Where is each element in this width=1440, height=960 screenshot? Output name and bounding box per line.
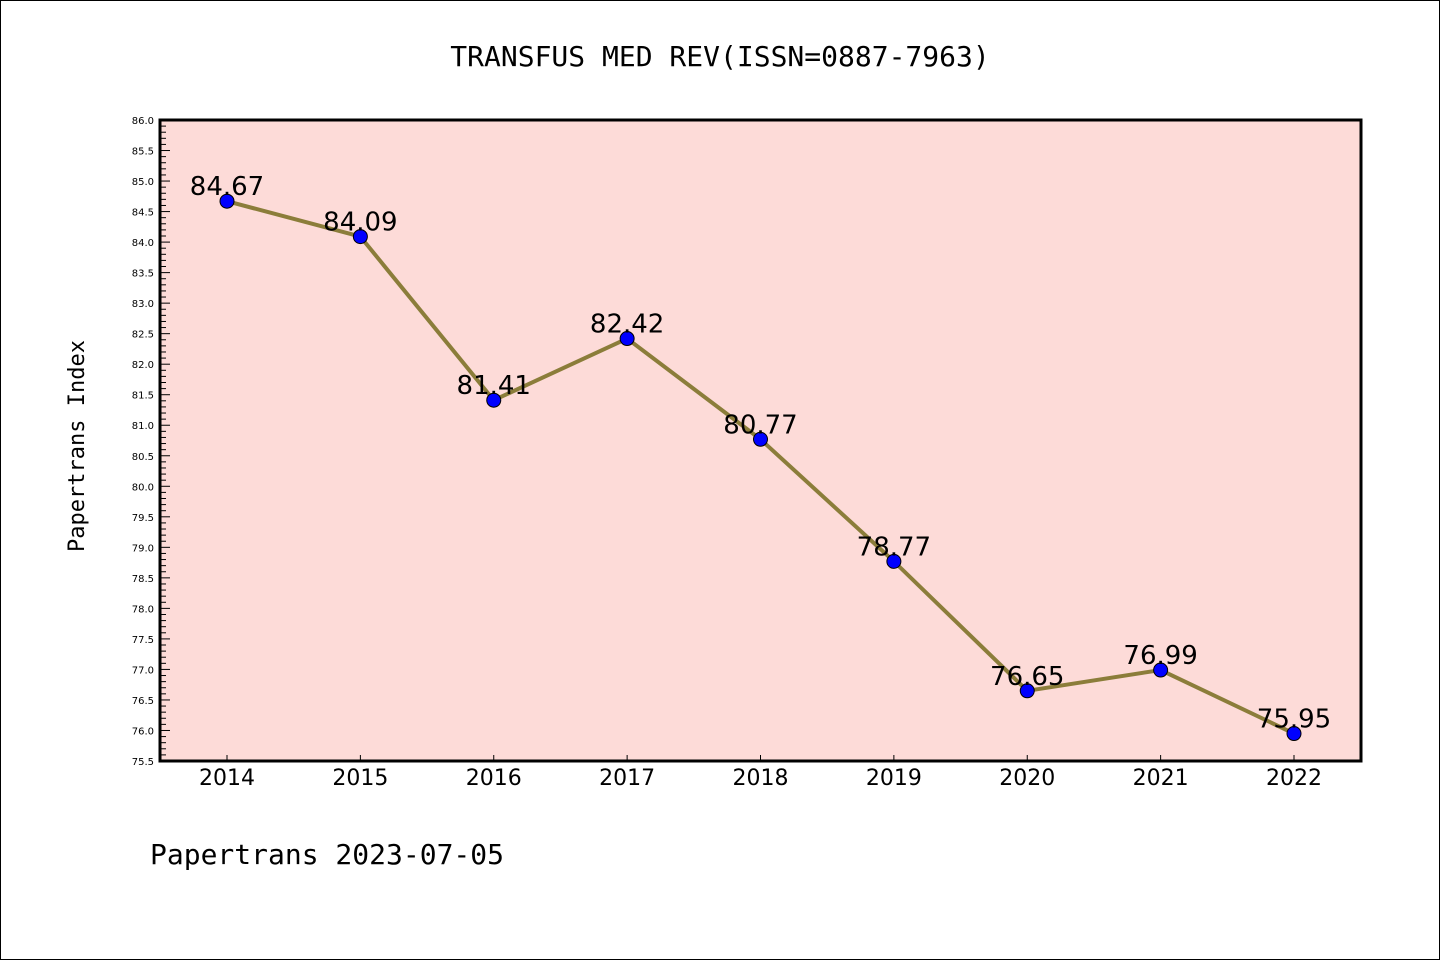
data-label: 82.42 [590,310,664,340]
data-point [1286,726,1302,742]
y-tick-label: 83.5 [132,269,154,280]
x-tick-label: 2022 [1266,766,1322,791]
y-tick-label: 76.0 [132,726,154,737]
data-label: 80.77 [723,410,797,440]
y-tick-label: 76.5 [132,696,154,707]
data-point [1019,683,1035,699]
data-point [219,193,235,209]
y-tick-label: 86.0 [132,116,154,127]
x-tick-label: 2020 [999,766,1055,791]
data-label: 84.09 [323,208,397,238]
x-tick-label: 2015 [332,766,388,791]
data-label: 81.41 [457,371,531,401]
series-line: 84.67 84.09 81.41 82.42 80.77 78.77 76.65 76.99… [190,172,1331,742]
y-tick-label: 82.5 [132,330,154,341]
y-tick-label: 75.5 [132,757,154,768]
data-label: 75.95 [1257,705,1331,735]
data-point [619,331,635,347]
y-tick-label: 82.0 [132,360,154,371]
footer-text: Papertrans 2023-07-05 [150,838,504,871]
data-label: 84.67 [190,172,264,202]
y-tick-label: 80.5 [132,452,154,463]
x-tick-label: 2021 [1133,766,1189,791]
y-tick-label: 77.0 [132,665,154,676]
y-tick-label: 79.0 [132,543,154,554]
y-tick-label: 81.5 [132,391,154,402]
y-tick-label: 84.5 [132,208,154,219]
chart-title: TRANSFUS MED REV(ISSN=0887-7963) [450,40,989,73]
y-tick-label: 85.0 [132,177,154,188]
data-point [352,229,368,245]
y-axis: 75.5 76.0 76.5 77.0 77.5 78.0 78.5 79.0 79.5 80.0… [132,116,170,768]
data-point [486,392,502,408]
data-label: 78.77 [857,532,931,562]
x-tick-label: 2019 [866,766,922,791]
x-tick-label: 2014 [199,766,255,791]
y-tick-label: 84.0 [132,238,154,249]
y-tick-label: 78.0 [132,604,154,615]
y-tick-label: 85.5 [132,147,154,158]
plot-frame [158,118,1363,763]
y-tick-label: 77.5 [132,635,154,646]
data-point [886,553,902,569]
x-tick-label: 2017 [599,766,655,791]
data-label: 76.65 [990,662,1064,692]
data-label: 76.99 [1123,641,1197,671]
x-tick-label: 2016 [466,766,522,791]
data-point [1153,662,1169,678]
y-tick-label: 81.0 [132,421,154,432]
x-tick-label: 2018 [733,766,789,791]
y-tick-label: 80.0 [132,482,154,493]
y-tick-label: 83.0 [132,299,154,310]
data-point [753,431,768,447]
y-tick-label: 78.5 [132,574,154,585]
y-axis-label: Papertrans Index [65,340,90,552]
y-tick-label: 79.5 [132,513,154,524]
